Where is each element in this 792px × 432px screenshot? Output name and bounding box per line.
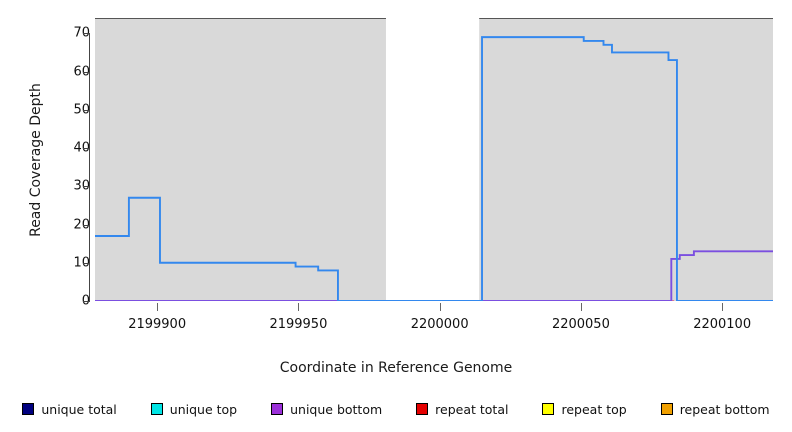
legend-item-repeat-total[interactable]: repeat total	[416, 402, 508, 417]
plot-area	[95, 18, 773, 301]
series-unique-bottom	[95, 250, 773, 301]
legend-label: repeat total	[435, 401, 509, 417]
y-tick-label: 40	[73, 140, 90, 156]
y-axis: 0 10 20 30 40 50 60 70	[46, 18, 90, 309]
x-tick-mark	[298, 303, 300, 311]
legend-swatch-icon	[150, 403, 163, 415]
x-tick-mark	[439, 303, 441, 311]
y-tick-label: 60	[73, 64, 90, 80]
legend-swatch-icon	[22, 403, 35, 415]
legend-label: unique top	[169, 401, 238, 417]
legend-swatch-icon	[660, 403, 673, 415]
legend-item-unique-bottom[interactable]: unique bottom	[271, 402, 382, 417]
legend-item-unique-total[interactable]: unique total	[22, 401, 117, 417]
y-tick-label: 70	[73, 25, 90, 41]
x-axis-title: Coordinate in Reference Genome	[279, 360, 513, 376]
x-tick-mark	[722, 303, 724, 311]
y-tick-mark	[83, 148, 90, 150]
coverage-plot-svg	[95, 18, 773, 301]
x-tick-mark	[580, 303, 582, 311]
y-tick-label: 50	[73, 102, 90, 118]
legend-label: unique total	[41, 401, 117, 417]
legend-item-repeat-bottom[interactable]: repeat bottom	[660, 401, 770, 417]
y-tick-mark	[83, 109, 90, 111]
shaded-region-1	[479, 18, 773, 301]
chart-legend: unique total unique top unique bottom repea…	[0, 398, 792, 420]
y-tick-mark	[83, 224, 90, 226]
y-tick-label: 30	[73, 178, 90, 194]
legend-swatch-icon	[271, 403, 284, 415]
legend-swatch-icon	[542, 403, 555, 415]
x-tick-label: 2200050	[551, 317, 610, 332]
legend-swatch-icon	[416, 403, 429, 415]
y-tick-mark	[83, 301, 90, 302]
y-axis-spine	[89, 33, 90, 301]
y-tick-mark	[83, 262, 90, 264]
legend-item-unique-top[interactable]: unique top	[150, 401, 238, 417]
legend-label: repeat bottom	[679, 401, 770, 417]
x-tick-mark	[157, 303, 159, 311]
x-tick-label: 2199950	[269, 317, 328, 332]
x-tick-label: 2199900	[128, 317, 187, 332]
shaded-region-0	[95, 18, 386, 301]
x-tick-label: 2200100	[693, 317, 752, 332]
y-tick-label: 10	[73, 255, 90, 271]
y-tick-mark	[83, 33, 90, 35]
series-unique-total	[95, 36, 773, 301]
y-tick-mark	[83, 186, 90, 188]
legend-item-repeat-top[interactable]: repeat top	[542, 401, 627, 417]
x-axis: 2199900 2199950 2200000 2200050 2200100	[95, 303, 773, 333]
y-tick-label: 20	[73, 217, 90, 232]
y-axis-title: Read Coverage Depth	[28, 83, 44, 237]
legend-label: unique bottom	[290, 401, 383, 417]
legend-label: repeat top	[561, 401, 627, 417]
x-tick-label: 2200000	[410, 317, 469, 332]
y-tick-mark	[83, 71, 90, 73]
